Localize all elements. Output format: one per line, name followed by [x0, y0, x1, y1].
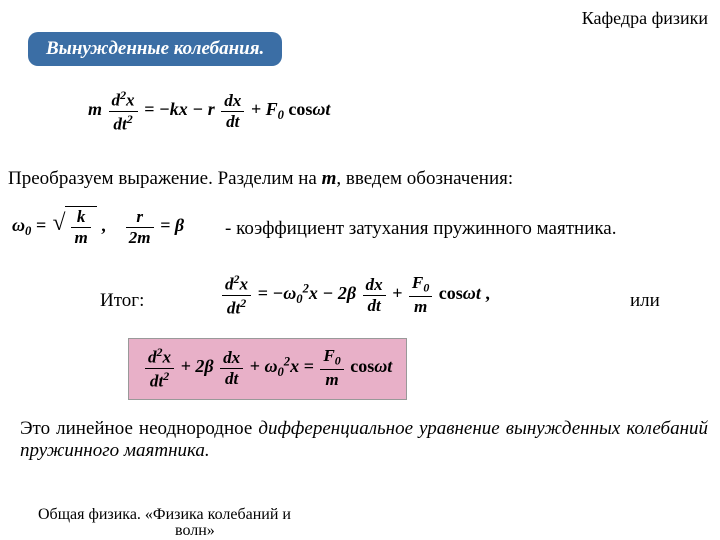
damping-label: - коэффициент затухания пружинного маятн… [225, 218, 617, 240]
conclusion-para: Это линейное неоднородное дифференциальн… [20, 418, 708, 462]
itog-label: Итог: [100, 290, 144, 312]
frac-d2x-dt2: d2x dt2 [109, 88, 138, 134]
sqrt-k-m: km [53, 206, 97, 248]
equation-motion: m d2x dt2 = −kx − r dx dt + F0 cosωt [88, 88, 330, 134]
transform-text: Преобразуем выражение. Разделим на m, вв… [8, 168, 513, 190]
slide-title: Вынужденные колебания. [28, 32, 282, 66]
equation-result: d2x dt2 = −ω02x − 2β dx dt + F0 m cosωt … [220, 272, 490, 318]
text-b: , введем обозначения: [336, 168, 513, 189]
footer-line1: Общая физика. «Физика колебаний и [38, 506, 291, 524]
frac-r-2m: r 2m [126, 207, 154, 248]
frac-dx-dt: dx dt [221, 91, 244, 132]
equation-defs: ω0 = km , r 2m = β [12, 206, 184, 248]
equation-final-box: d2x dt2 + 2β dx dt + ω02x = F0 m cosωt [128, 338, 407, 400]
dept-label: Кафедра физики [582, 8, 708, 29]
para-plain: Это линейное неоднородное [20, 418, 258, 439]
var-m: m [88, 99, 102, 119]
footer-line2: волн» [175, 522, 215, 540]
text-a: Преобразуем выражение. Разделим на [8, 168, 322, 189]
var-m-inline: m [322, 168, 337, 189]
ili-label: или [630, 290, 660, 312]
